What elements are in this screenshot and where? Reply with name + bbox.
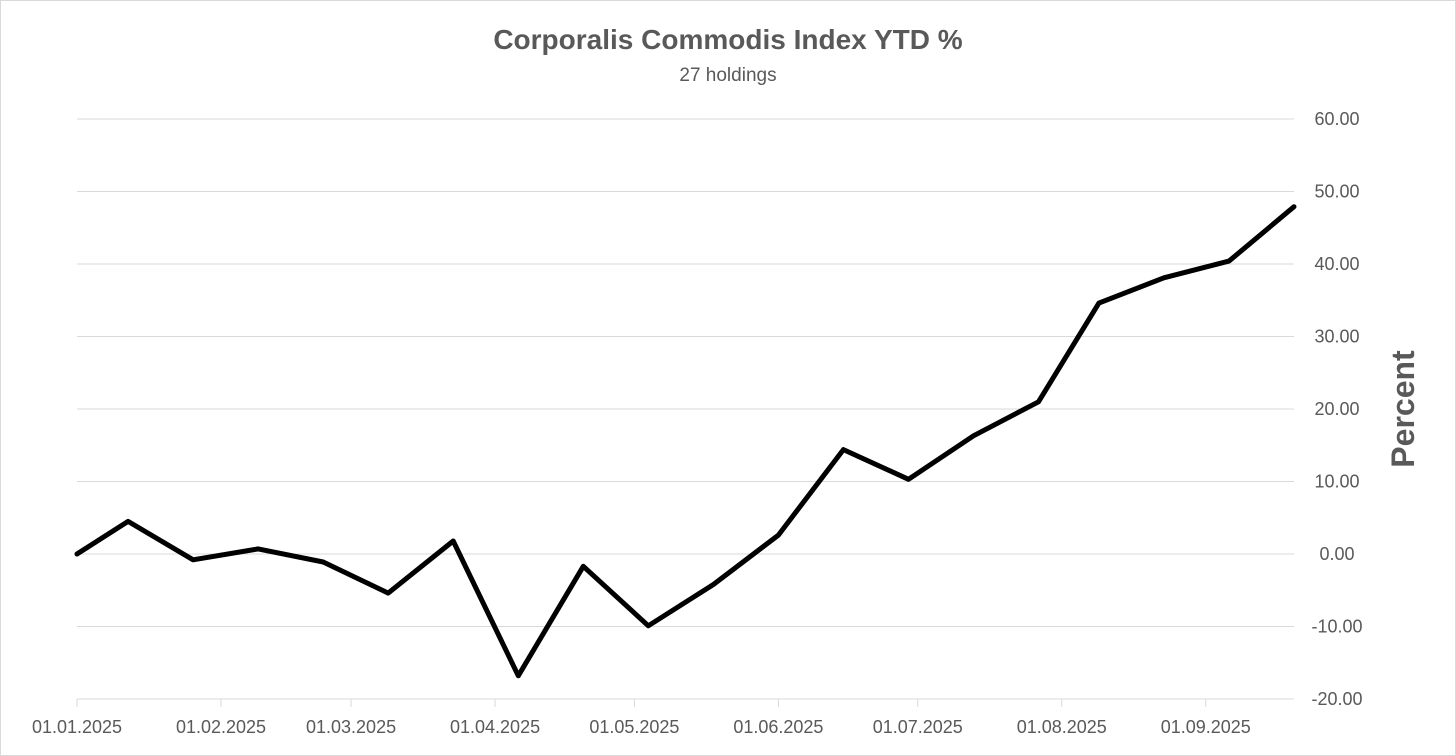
x-tick-label: 01.07.2025 (873, 717, 963, 737)
gridlines (77, 118, 1294, 700)
y-tick-label: 50.00 (1314, 182, 1359, 202)
chart-title: Corporalis Commodis Index YTD % (493, 24, 962, 55)
chart-subtitle: 27 holdings (679, 65, 776, 86)
series-line (74, 204, 1297, 679)
y-tick-label: 20.00 (1314, 399, 1359, 419)
y-tick-label: -10.00 (1311, 617, 1362, 637)
x-tick-label: 01.04.2025 (450, 717, 540, 737)
x-tick-label: 01.08.2025 (1017, 717, 1107, 737)
y-tick-label: 30.00 (1314, 327, 1359, 347)
x-axis (76, 698, 1294, 707)
x-tick-label: 01.02.2025 (176, 717, 266, 737)
x-axis-ticks: 01.01.2025 01.02.2025 01.03.2025 01.04.2025… (32, 717, 1251, 737)
x-tick-label: 01.03.2025 (306, 717, 396, 737)
y-tick-label: 10.00 (1314, 472, 1359, 492)
y-axis-label: Percent (1385, 350, 1421, 468)
x-tick-label: 01.01.2025 (32, 717, 122, 737)
y-tick-label: 60.00 (1314, 109, 1359, 129)
y-tick-label: 0.00 (1319, 544, 1354, 564)
x-tick-label: 01.06.2025 (733, 717, 823, 737)
x-tick-label: 01.09.2025 (1161, 717, 1251, 737)
series-layer (74, 204, 1297, 679)
y-tick-label: -20.00 (1311, 689, 1362, 709)
x-tick-label: 01.05.2025 (589, 717, 679, 737)
y-axis-ticks: 60.00 50.00 40.00 30.00 20.00 10.00 0.00 -10.00… (1311, 109, 1362, 709)
y-tick-label: 40.00 (1314, 254, 1359, 274)
